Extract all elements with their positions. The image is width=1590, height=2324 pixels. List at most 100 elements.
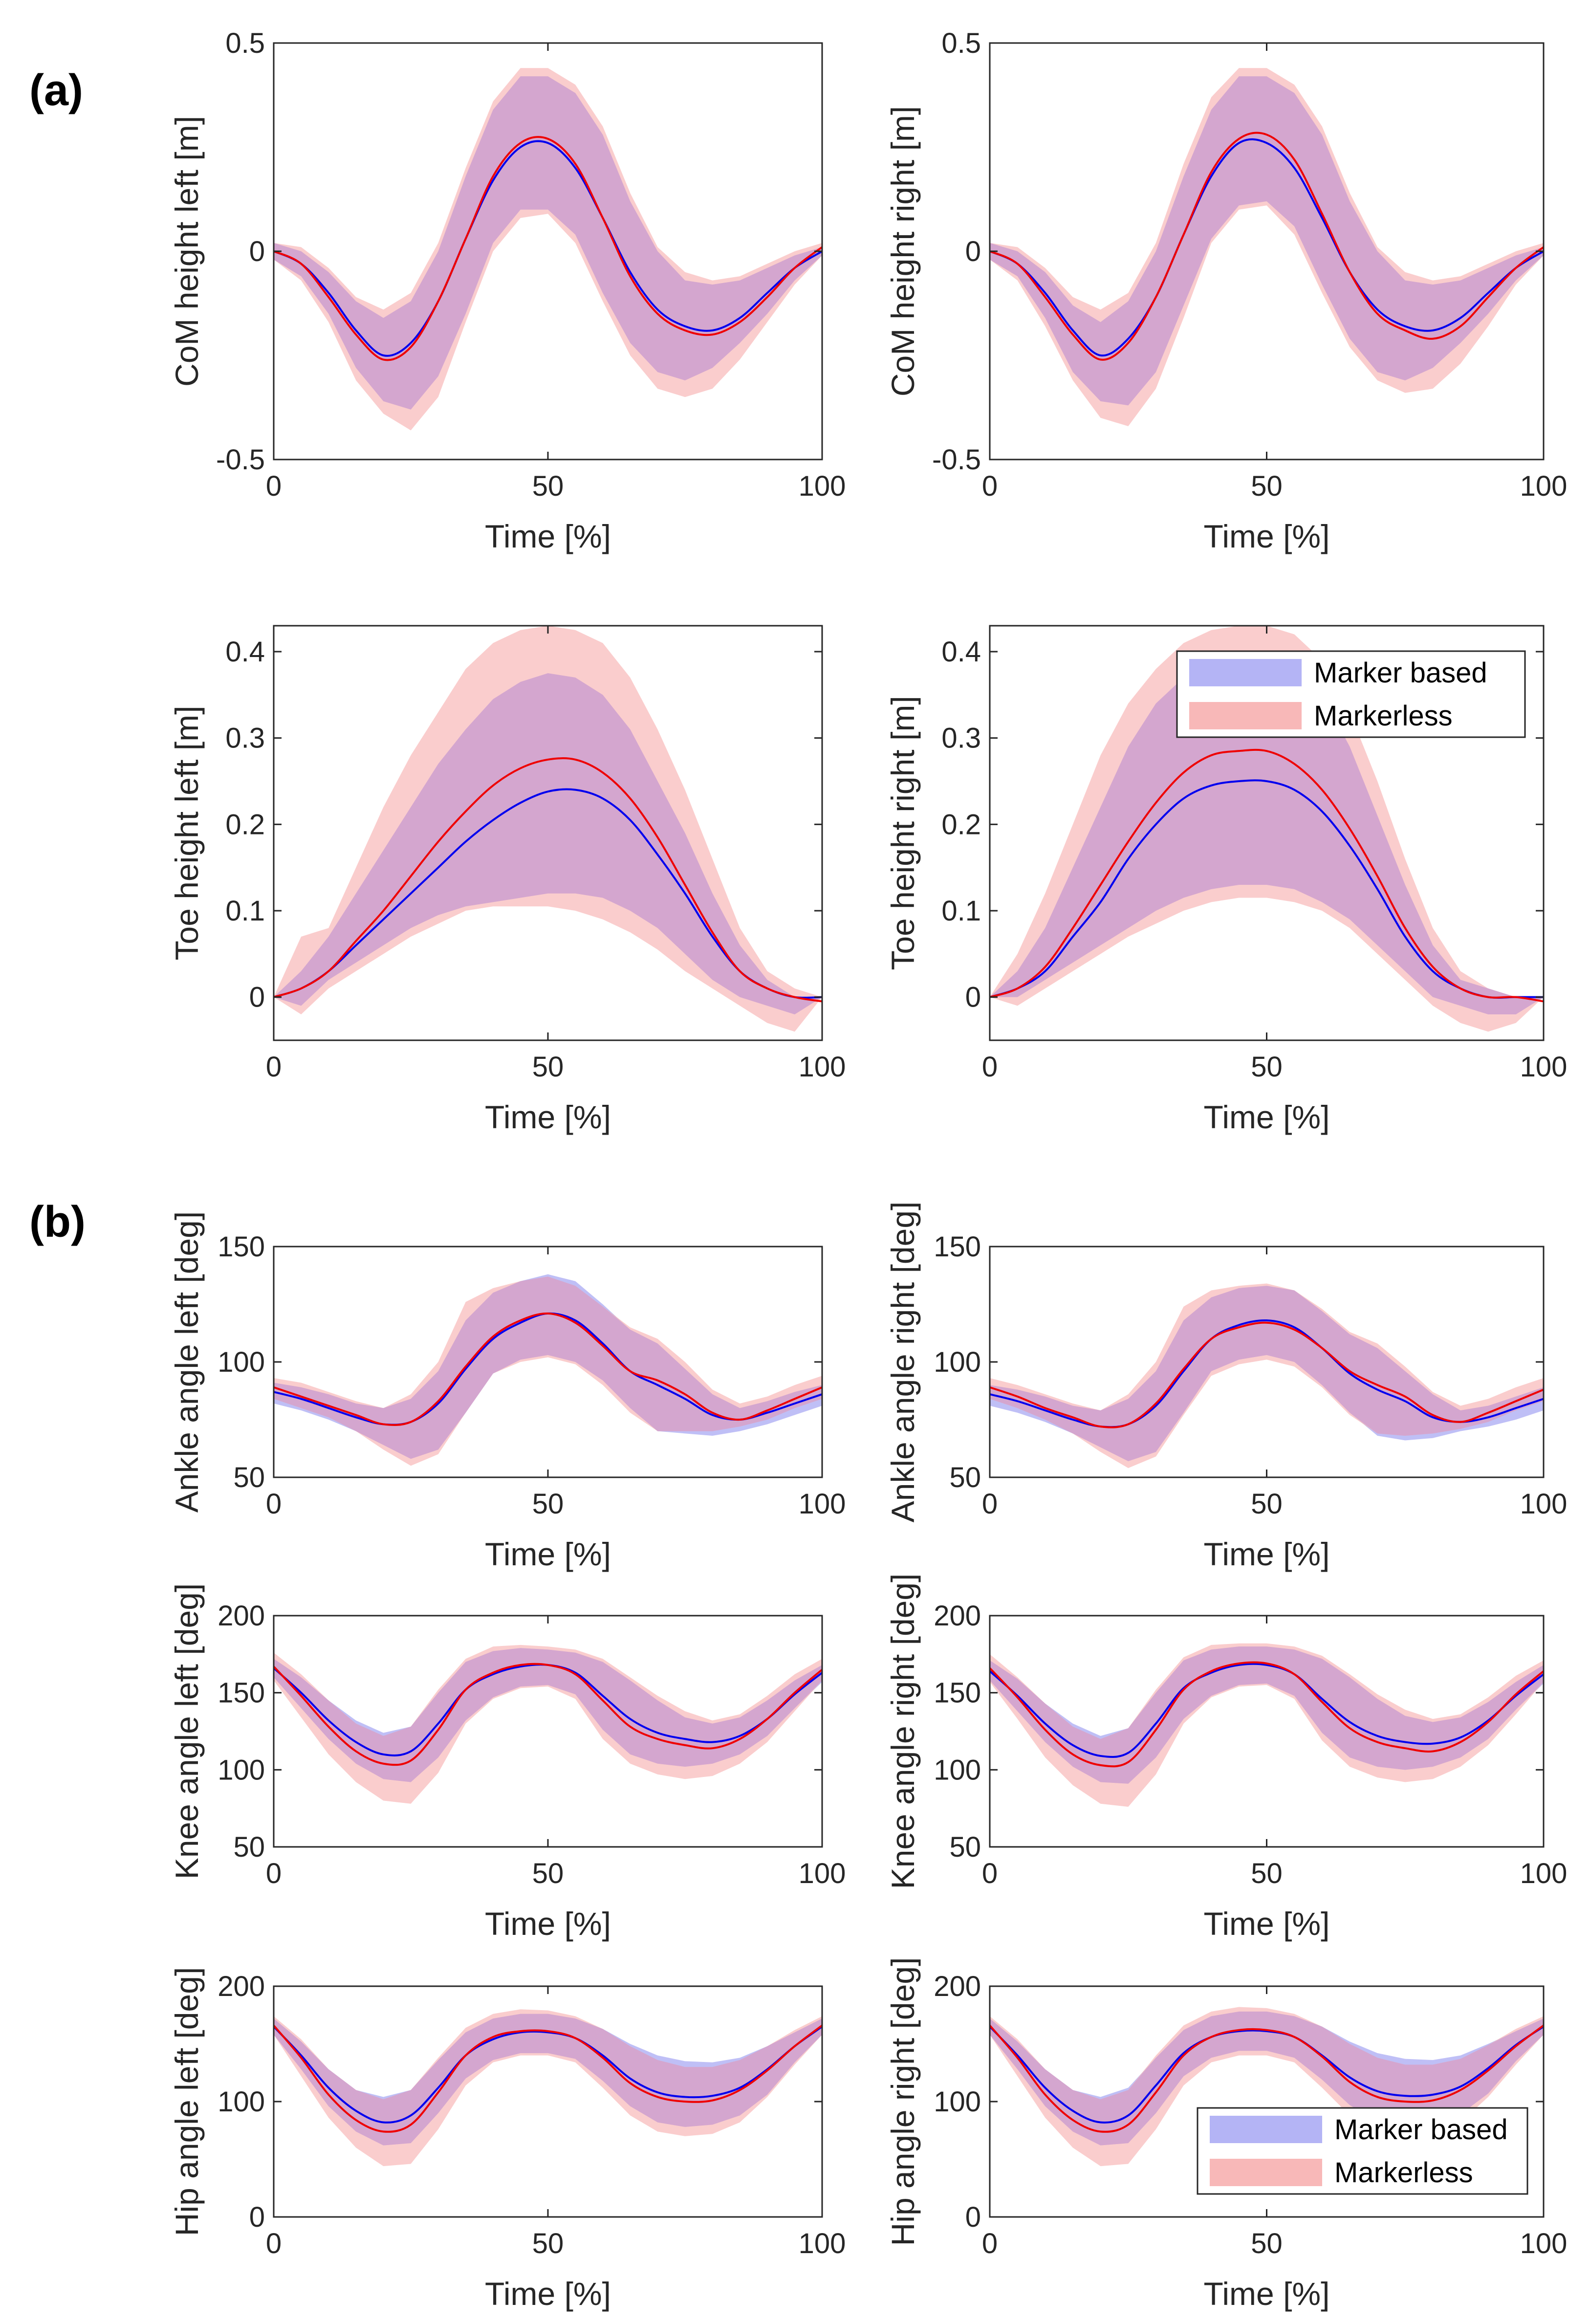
panel-label-b: (b) xyxy=(29,1198,86,1247)
legend-item-markerless-label: Markerless xyxy=(1314,700,1453,732)
panel-label-a: (a) xyxy=(29,66,83,115)
x-tick-label: 100 xyxy=(799,1051,846,1083)
x-tick-label: 50 xyxy=(532,1488,564,1520)
y-tick-label: 0.2 xyxy=(225,809,265,840)
x-tick-label: 50 xyxy=(1251,1858,1283,1889)
y-tick-label: 200 xyxy=(218,1971,265,2002)
x-axis-label: Time [%] xyxy=(1204,1906,1330,1942)
y-tick-label: 0.4 xyxy=(941,636,981,668)
y-tick-label: 100 xyxy=(934,1754,981,1786)
y-axis-label: Ankle angle right [deg] xyxy=(885,1202,921,1523)
band-overlap xyxy=(274,673,822,1014)
legend-item-markerless-label: Markerless xyxy=(1334,2157,1473,2189)
chart-hip-left: 0 50 100 0 100 200 Time [%] Hip angle left [deg… xyxy=(169,1967,846,2312)
y-tick-label: 0.2 xyxy=(941,809,981,840)
x-tick-label: 0 xyxy=(982,2228,998,2259)
x-tick-label: 0 xyxy=(266,1858,282,1889)
y-axis-label: Hip angle right [deg] xyxy=(885,1957,921,2246)
band-overlap xyxy=(990,652,1544,1014)
x-axis-label: Time [%] xyxy=(485,1099,611,1135)
y-tick-label: 0 xyxy=(249,982,265,1013)
legend-item-marker-based-swatch xyxy=(1210,2116,1322,2143)
x-tick-label: 0 xyxy=(982,1488,998,1520)
band-overlap xyxy=(274,1648,822,1782)
x-tick-label: 50 xyxy=(1251,1488,1283,1520)
legend-item-markerless-swatch xyxy=(1189,702,1302,729)
data-layer xyxy=(274,1274,822,1466)
band-overlap xyxy=(274,2014,822,2146)
x-tick-label: 0 xyxy=(982,1051,998,1083)
y-tick-label: 100 xyxy=(934,1346,981,1378)
y-tick-label: 200 xyxy=(934,1600,981,1632)
mean-line-markerless xyxy=(990,132,1544,361)
y-tick-label: 50 xyxy=(949,1831,981,1863)
x-axis-label: Time [%] xyxy=(485,2276,611,2312)
band-overlap xyxy=(990,1646,1544,1784)
x-tick-label: 100 xyxy=(1520,2228,1568,2259)
y-tick-label: 0.4 xyxy=(225,636,265,668)
x-axis-label: Time [%] xyxy=(485,1536,611,1572)
y-tick-label: -0.5 xyxy=(932,444,981,476)
mean-line-markerless xyxy=(990,2024,1544,2133)
y-tick-label: -0.5 xyxy=(216,444,265,476)
mean-line-markerless xyxy=(274,757,822,1003)
mean-line-marker-based xyxy=(274,140,822,357)
mean-line-markerless xyxy=(990,1321,1544,1428)
y-tick-label: 0.3 xyxy=(941,723,981,754)
x-axis-label: Time [%] xyxy=(1204,518,1330,554)
mean-line-markerless xyxy=(274,1663,822,1766)
x-tick-label: 50 xyxy=(1251,2228,1283,2259)
x-tick-label: 50 xyxy=(1251,470,1283,502)
y-axis-label: Toe height left [m] xyxy=(169,706,205,961)
data-layer xyxy=(990,626,1544,1032)
data-layer xyxy=(990,68,1544,426)
y-tick-label: 0.1 xyxy=(225,895,265,927)
y-tick-label: 150 xyxy=(934,1231,981,1263)
y-tick-label: 50 xyxy=(233,1462,265,1493)
mean-line-markerless xyxy=(274,1312,822,1426)
x-axis-label: Time [%] xyxy=(1204,2276,1330,2312)
legend: Marker based Markerless xyxy=(1197,2107,1528,2195)
x-tick-label: 0 xyxy=(982,1858,998,1889)
y-tick-label: 200 xyxy=(218,1600,265,1632)
mean-line-marker-based xyxy=(274,2025,822,2124)
mean-line-markerless xyxy=(274,136,822,361)
y-tick-label: 150 xyxy=(218,1231,265,1263)
y-tick-label: 150 xyxy=(934,1677,981,1709)
mean-line-marker-based xyxy=(990,779,1544,999)
chart-toe-left: 0 50 100 0 0.1 0.2 0.3 0.4 Time [%] Toe height le… xyxy=(169,625,846,1135)
x-tick-label: 0 xyxy=(266,2228,282,2259)
y-tick-label: 0.1 xyxy=(941,895,981,927)
y-tick-label: 0 xyxy=(965,2201,981,2233)
chart-hip-right: 0 50 100 0 100 200 Time [%] Hip angle right [de… xyxy=(885,1957,1567,2312)
y-tick-label: 0 xyxy=(965,236,981,267)
x-axis-label: Time [%] xyxy=(1204,1099,1330,1135)
y-tick-label: 0 xyxy=(965,982,981,1013)
legend-item-marker-based-swatch xyxy=(1189,659,1302,686)
mean-line-markerless xyxy=(990,1661,1544,1768)
data-layer xyxy=(274,1644,822,1804)
data-layer xyxy=(274,626,822,1032)
x-tick-label: 0 xyxy=(982,470,998,502)
legend-item-marker-based-label: Marker based xyxy=(1334,2114,1508,2146)
y-tick-label: 100 xyxy=(218,1346,265,1378)
y-tick-label: 0.5 xyxy=(225,27,265,59)
data-layer xyxy=(274,2009,822,2167)
data-layer xyxy=(274,68,822,431)
y-axis-label: CoM height right [m] xyxy=(885,106,921,396)
x-tick-label: 100 xyxy=(799,470,846,502)
mean-line-marker-based xyxy=(990,1663,1544,1758)
plot-area xyxy=(990,1247,1544,1477)
y-tick-label: 100 xyxy=(218,2086,265,2118)
band-overlap xyxy=(274,1276,822,1459)
x-tick-label: 50 xyxy=(532,2228,564,2259)
y-axis-label: Ankle angle left [deg] xyxy=(169,1211,205,1513)
x-tick-label: 100 xyxy=(1520,470,1568,502)
y-axis-label: Hip angle left [deg] xyxy=(169,1967,205,2236)
y-tick-label: 0.3 xyxy=(225,723,265,754)
